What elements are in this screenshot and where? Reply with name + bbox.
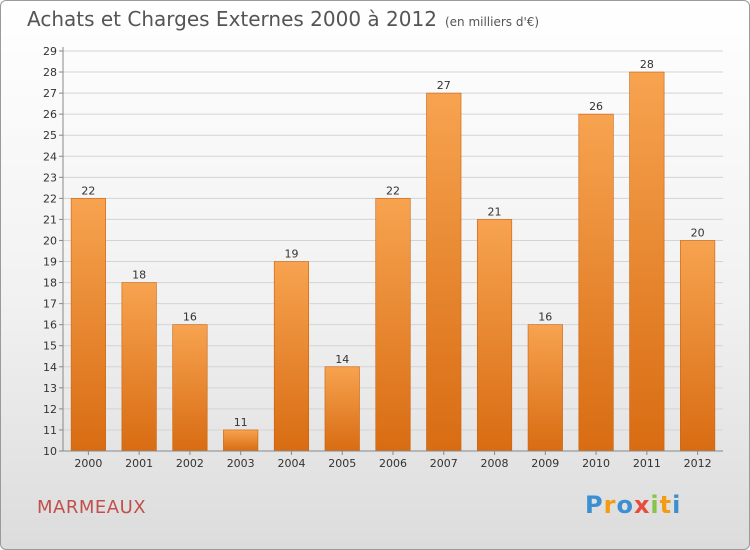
x-tick-label: 2011 <box>633 457 661 470</box>
bar-value-label: 28 <box>640 58 654 71</box>
bar-value-label: 16 <box>538 311 552 324</box>
bar-2003 <box>223 429 259 452</box>
bar-2000 <box>70 198 106 452</box>
logo-letter: r <box>603 491 617 519</box>
bar-value-label: 27 <box>437 79 451 92</box>
commune-name: MARMEAUX <box>37 497 147 518</box>
bar-value-label: 14 <box>335 353 349 366</box>
x-tick-label: 2012 <box>684 457 712 470</box>
bar-2001 <box>121 282 157 452</box>
title-text: Achats et Charges Externes 2000 à 2012 <box>27 7 437 31</box>
y-tick-label: 19 <box>43 256 57 269</box>
bar-value-label: 18 <box>132 269 146 282</box>
y-tick-label: 11 <box>43 424 57 437</box>
logo-letter: i <box>672 491 682 519</box>
y-tick-label: 20 <box>43 234 57 247</box>
logo-letter: o <box>616 491 634 519</box>
x-tick-label: 2003 <box>227 457 255 470</box>
bar-value-label: 26 <box>589 100 603 113</box>
x-tick-label: 2008 <box>481 457 509 470</box>
bar-value-label: 16 <box>183 311 197 324</box>
y-tick-label: 15 <box>43 340 57 353</box>
logo-letter: i <box>650 491 660 519</box>
bar-2012 <box>680 240 716 452</box>
bar-2010 <box>578 113 614 452</box>
bar-2006 <box>375 198 411 452</box>
logo-letter: t <box>659 491 673 519</box>
x-tick-label: 2006 <box>379 457 407 470</box>
proxiti-logo: Proxiti <box>585 491 681 519</box>
logo-letter: x <box>633 491 651 519</box>
y-tick-label: 21 <box>43 213 57 226</box>
y-tick-label: 13 <box>43 382 57 395</box>
bar-value-label: 20 <box>691 226 705 239</box>
x-axis: 2000 2001 2002 2003 2004 2005 2006 2007 2008 2009… <box>63 450 723 470</box>
y-tick-label: 28 <box>43 66 57 79</box>
y-tick-label: 24 <box>43 150 57 163</box>
x-tick-label: 2004 <box>277 457 305 470</box>
bars: 22 18 16 11 19 14 22 27 21 16 26 28 20 <box>70 58 716 452</box>
x-tick-label: 2007 <box>430 457 458 470</box>
bar-2005 <box>324 366 360 452</box>
y-tick-label: 16 <box>43 319 57 332</box>
x-tick-label: 2005 <box>328 457 356 470</box>
y-tick-label: 10 <box>43 445 57 458</box>
y-tick-label: 25 <box>43 129 57 142</box>
y-tick-label: 18 <box>43 277 57 290</box>
y-tick-label: 26 <box>43 108 57 121</box>
chart-subtitle: (en milliers d'€) <box>444 15 540 29</box>
x-tick-label: 2000 <box>74 457 102 470</box>
bar-2002 <box>172 324 208 452</box>
y-tick-label: 17 <box>43 298 57 311</box>
bar-2007 <box>426 92 462 452</box>
y-tick-label: 23 <box>43 171 57 184</box>
y-axis: 10 11 12 13 14 15 16 17 18 19 20 21 22 23 24 25 26 27 28 29 <box>43 45 64 458</box>
bar-value-label: 19 <box>284 248 298 261</box>
y-tick-label: 22 <box>43 192 57 205</box>
y-tick-label: 14 <box>43 361 57 374</box>
x-tick-label: 2009 <box>531 457 559 470</box>
chart-title: Achats et Charges Externes 2000 à 2012 (e… <box>27 7 539 31</box>
bar-value-label: 21 <box>488 205 502 218</box>
bar-value-label: 11 <box>234 416 248 429</box>
x-tick-label: 2002 <box>176 457 204 470</box>
y-tick-label: 29 <box>43 45 57 58</box>
bar-2004 <box>273 261 310 452</box>
y-tick-label: 27 <box>43 87 57 100</box>
x-tick-label: 2010 <box>582 457 610 470</box>
bar-2008 <box>476 219 513 452</box>
bar-value-label: 22 <box>81 184 95 197</box>
bar-value-label: 22 <box>386 184 400 197</box>
x-tick-label: 2001 <box>125 457 153 470</box>
bar-2009 <box>527 324 563 452</box>
bar-2011 <box>629 71 665 452</box>
logo-letter: P <box>585 491 604 519</box>
y-tick-label: 12 <box>43 403 57 416</box>
